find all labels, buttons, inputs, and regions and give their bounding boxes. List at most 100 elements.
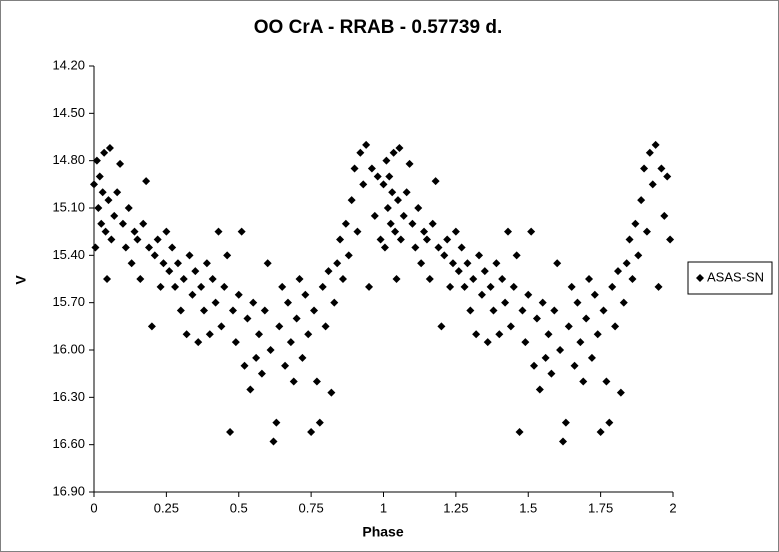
data-point bbox=[104, 196, 113, 205]
data-point bbox=[457, 243, 466, 252]
data-point bbox=[443, 235, 452, 244]
data-point bbox=[628, 275, 637, 283]
data-point bbox=[602, 377, 611, 386]
data-point bbox=[231, 338, 240, 347]
data-point bbox=[103, 275, 112, 283]
data-point bbox=[553, 259, 562, 268]
data-point bbox=[367, 164, 376, 173]
data-point bbox=[616, 388, 625, 397]
data-point bbox=[310, 306, 319, 315]
data-point bbox=[249, 298, 258, 307]
data-point bbox=[168, 243, 177, 252]
data-point bbox=[383, 204, 392, 212]
data-point bbox=[370, 211, 379, 220]
data-point bbox=[333, 259, 342, 268]
data-point bbox=[153, 235, 162, 244]
data-point bbox=[365, 282, 374, 291]
data-point bbox=[252, 353, 261, 362]
data-point bbox=[307, 428, 316, 437]
data-point bbox=[105, 144, 114, 153]
data-point bbox=[301, 290, 310, 299]
data-point bbox=[318, 282, 327, 291]
y-tick-label: 16.60 bbox=[52, 436, 85, 451]
data-point bbox=[298, 353, 307, 362]
data-point bbox=[631, 219, 640, 228]
data-point bbox=[645, 148, 654, 157]
data-point bbox=[356, 148, 365, 157]
data-point bbox=[495, 330, 504, 339]
data-point bbox=[269, 437, 278, 446]
data-point bbox=[95, 172, 104, 181]
x-axis-label: Phase bbox=[362, 524, 403, 540]
data-point bbox=[211, 298, 220, 307]
data-point bbox=[587, 353, 596, 362]
data-point bbox=[392, 275, 401, 283]
data-point bbox=[411, 243, 420, 252]
data-point bbox=[654, 282, 663, 291]
data-point bbox=[648, 180, 657, 189]
data-point bbox=[336, 235, 345, 244]
data-point bbox=[521, 338, 530, 347]
data-point bbox=[657, 164, 666, 173]
data-point bbox=[538, 298, 547, 307]
data-point bbox=[405, 159, 414, 168]
data-point bbox=[234, 290, 243, 299]
data-point bbox=[434, 243, 443, 252]
data-point bbox=[133, 235, 142, 244]
data-point bbox=[596, 428, 605, 437]
legend-marker bbox=[696, 274, 704, 282]
data-point bbox=[98, 188, 107, 197]
data-point bbox=[205, 330, 214, 339]
data-point bbox=[541, 353, 550, 362]
data-point bbox=[619, 298, 628, 307]
data-point bbox=[191, 267, 200, 276]
data-point bbox=[386, 219, 395, 228]
data-point bbox=[475, 251, 484, 260]
data-point bbox=[240, 361, 249, 370]
data-point bbox=[182, 330, 191, 339]
data-point bbox=[150, 251, 159, 260]
data-point bbox=[243, 314, 252, 323]
data-point bbox=[379, 180, 388, 189]
data-point bbox=[90, 180, 98, 189]
data-point bbox=[350, 164, 359, 173]
data-point bbox=[509, 282, 518, 291]
data-point bbox=[260, 306, 269, 315]
data-point bbox=[599, 306, 608, 315]
data-point bbox=[136, 275, 145, 283]
data-point bbox=[593, 330, 602, 339]
data-point bbox=[321, 322, 330, 331]
data-point bbox=[579, 377, 588, 386]
data-point bbox=[92, 156, 101, 165]
data-point bbox=[431, 177, 440, 186]
data-point bbox=[399, 211, 408, 220]
data-point bbox=[194, 338, 203, 347]
y-tick-label: 16.90 bbox=[52, 483, 85, 498]
data-point bbox=[246, 385, 255, 394]
data-point bbox=[217, 322, 226, 331]
data-point bbox=[188, 290, 197, 299]
data-point bbox=[389, 148, 398, 157]
data-point bbox=[257, 369, 266, 378]
data-point bbox=[214, 227, 223, 236]
data-point bbox=[501, 298, 510, 307]
data-point bbox=[512, 251, 521, 260]
y-tick-label: 15.10 bbox=[52, 199, 85, 214]
data-point bbox=[341, 219, 350, 228]
data-point bbox=[200, 306, 209, 315]
data-point bbox=[466, 306, 475, 315]
data-point bbox=[472, 330, 481, 339]
data-point bbox=[564, 322, 573, 331]
data-point bbox=[608, 282, 617, 291]
data-point bbox=[524, 290, 533, 299]
data-point bbox=[576, 338, 585, 347]
x-tick-label: 1.75 bbox=[588, 500, 613, 515]
x-tick-label: 0 bbox=[90, 500, 97, 515]
data-point bbox=[255, 330, 264, 339]
data-point bbox=[582, 314, 591, 323]
data-point bbox=[130, 227, 139, 236]
data-point bbox=[414, 204, 423, 212]
data-point bbox=[171, 282, 180, 291]
data-point bbox=[503, 227, 512, 236]
